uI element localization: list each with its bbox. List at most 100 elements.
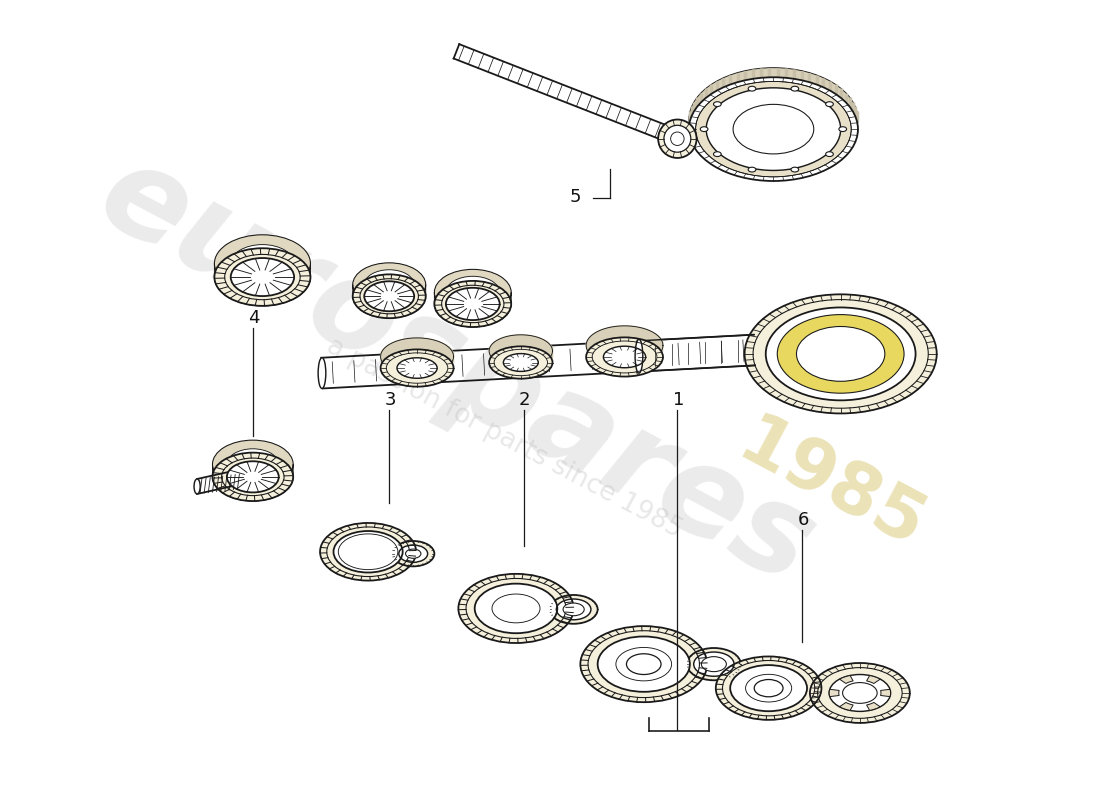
Polygon shape — [302, 277, 305, 293]
Polygon shape — [399, 306, 403, 318]
Polygon shape — [438, 302, 439, 314]
Ellipse shape — [446, 288, 499, 320]
Polygon shape — [442, 306, 444, 319]
Polygon shape — [233, 486, 235, 498]
Polygon shape — [839, 702, 854, 710]
Polygon shape — [271, 486, 273, 498]
Polygon shape — [219, 478, 221, 491]
Polygon shape — [439, 303, 440, 316]
Polygon shape — [385, 306, 387, 318]
Ellipse shape — [364, 270, 415, 300]
Polygon shape — [245, 488, 248, 501]
Polygon shape — [224, 482, 228, 495]
Ellipse shape — [231, 245, 294, 282]
Polygon shape — [261, 488, 264, 501]
Polygon shape — [490, 335, 552, 367]
Ellipse shape — [839, 126, 847, 131]
Polygon shape — [451, 311, 453, 324]
Ellipse shape — [829, 674, 891, 711]
Polygon shape — [230, 484, 233, 498]
Polygon shape — [405, 304, 407, 316]
Polygon shape — [447, 309, 449, 322]
Polygon shape — [280, 481, 283, 494]
Polygon shape — [257, 488, 261, 501]
Ellipse shape — [490, 346, 552, 378]
Ellipse shape — [694, 652, 734, 676]
Polygon shape — [239, 289, 242, 303]
Polygon shape — [364, 301, 366, 314]
Ellipse shape — [635, 339, 642, 373]
Polygon shape — [229, 284, 232, 299]
Ellipse shape — [627, 654, 661, 674]
Polygon shape — [278, 482, 280, 495]
Polygon shape — [267, 486, 271, 499]
Ellipse shape — [459, 574, 573, 643]
Polygon shape — [253, 292, 256, 306]
Ellipse shape — [406, 549, 421, 558]
Ellipse shape — [791, 86, 799, 91]
Ellipse shape — [604, 346, 646, 368]
Circle shape — [671, 132, 684, 146]
Text: 5: 5 — [570, 188, 581, 206]
Polygon shape — [287, 476, 288, 490]
Polygon shape — [290, 472, 292, 486]
Ellipse shape — [733, 104, 814, 154]
Polygon shape — [276, 290, 279, 305]
Ellipse shape — [399, 545, 428, 562]
Polygon shape — [440, 305, 442, 318]
Ellipse shape — [826, 152, 834, 157]
Ellipse shape — [434, 270, 512, 315]
Ellipse shape — [791, 167, 799, 172]
Polygon shape — [368, 302, 371, 315]
Text: a passion for parts since 1985: a passion for parts since 1985 — [322, 334, 686, 543]
Polygon shape — [217, 273, 218, 288]
Polygon shape — [249, 291, 253, 306]
Polygon shape — [867, 675, 880, 683]
Ellipse shape — [695, 82, 851, 177]
Ellipse shape — [796, 326, 884, 382]
Polygon shape — [471, 315, 474, 327]
Polygon shape — [586, 326, 663, 365]
Polygon shape — [497, 309, 499, 322]
Ellipse shape — [688, 648, 740, 680]
Polygon shape — [273, 484, 276, 498]
Polygon shape — [224, 281, 227, 296]
Polygon shape — [366, 302, 368, 314]
Polygon shape — [465, 315, 469, 327]
Ellipse shape — [730, 665, 807, 711]
Ellipse shape — [810, 663, 910, 723]
Polygon shape — [396, 306, 399, 318]
Polygon shape — [505, 303, 507, 316]
Polygon shape — [829, 690, 839, 697]
Ellipse shape — [714, 152, 722, 157]
Polygon shape — [217, 476, 219, 490]
Ellipse shape — [212, 440, 294, 489]
Ellipse shape — [745, 294, 937, 414]
Ellipse shape — [333, 531, 403, 573]
Ellipse shape — [353, 274, 426, 318]
Ellipse shape — [689, 78, 858, 181]
Polygon shape — [418, 297, 420, 310]
Polygon shape — [289, 286, 293, 301]
Polygon shape — [221, 479, 222, 493]
Ellipse shape — [716, 657, 822, 720]
Polygon shape — [355, 294, 356, 306]
Polygon shape — [307, 273, 308, 288]
Polygon shape — [490, 312, 492, 325]
Ellipse shape — [434, 281, 512, 327]
Polygon shape — [502, 306, 504, 319]
Polygon shape — [286, 287, 289, 302]
Polygon shape — [484, 314, 486, 326]
Polygon shape — [220, 277, 222, 293]
Polygon shape — [403, 305, 405, 317]
Ellipse shape — [227, 449, 278, 480]
Ellipse shape — [597, 637, 690, 692]
Polygon shape — [254, 488, 257, 501]
Ellipse shape — [748, 86, 756, 91]
Text: eurospares: eurospares — [79, 132, 834, 610]
Polygon shape — [507, 302, 508, 314]
Text: 2: 2 — [519, 391, 530, 409]
Polygon shape — [285, 478, 287, 491]
Polygon shape — [218, 275, 220, 290]
Text: 6: 6 — [798, 511, 808, 529]
